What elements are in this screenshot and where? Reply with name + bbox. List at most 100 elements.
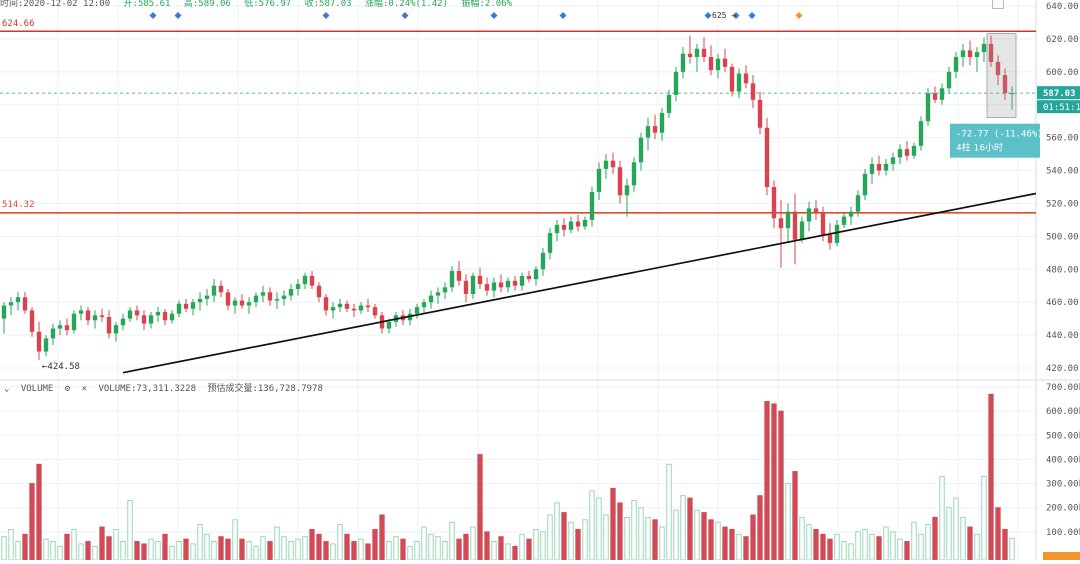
volume-bar (736, 533, 742, 561)
candle-body (694, 48, 700, 58)
volume-bar (267, 541, 273, 561)
candle-body (596, 168, 602, 192)
volume-bar (568, 521, 574, 561)
candle-body (1009, 93, 1015, 95)
volume-bar (666, 463, 672, 561)
volume-bar (533, 528, 539, 561)
chart-menu-button[interactable] (992, 0, 1004, 9)
volume-bar (659, 526, 665, 561)
volume-bar (673, 509, 679, 561)
candle-body (365, 305, 371, 308)
event-marker-icon (732, 12, 740, 19)
volume-bar (911, 521, 917, 561)
candle-body (939, 88, 945, 100)
candle-body (99, 315, 105, 317)
candle-body (288, 289, 294, 296)
volume-bar (904, 541, 910, 561)
volume-bar (190, 543, 196, 561)
candle-body (610, 160, 616, 168)
volume-bar (57, 545, 63, 561)
candle-body (757, 99, 763, 128)
volume-bar (407, 545, 413, 561)
volume-bar (232, 519, 238, 561)
current-price-text: 587.03 (1043, 89, 1076, 99)
candle-body (386, 321, 392, 329)
price-tick-label: 520.00 (1046, 199, 1079, 209)
volume-bar (477, 454, 483, 561)
price-tick-label: 480.00 (1046, 265, 1079, 275)
price-tick-label: 540.00 (1046, 167, 1079, 177)
volume-bar (330, 543, 336, 561)
volume-bar (204, 533, 210, 561)
countdown-tag (1037, 100, 1080, 114)
candle-body (547, 233, 553, 253)
volume-bar (715, 521, 721, 561)
candle-body (421, 302, 427, 308)
horizontal-lines[interactable]: 624.66 514.32 (0, 19, 1036, 214)
volume-bar (337, 524, 343, 561)
volume-bars (1, 393, 1015, 561)
candle-body (750, 83, 756, 100)
volume-tick-label: 600.00k (1046, 407, 1080, 417)
volume-bar (386, 541, 392, 561)
volume-bar (246, 541, 252, 561)
candle-body (50, 328, 56, 339)
candle-body (239, 300, 245, 306)
price-tick-label: 620.00 (1046, 35, 1079, 45)
candle-body (498, 282, 504, 288)
candle-body (995, 61, 1001, 76)
volume-bar (729, 528, 735, 561)
settings-icon[interactable]: ⚙ (64, 384, 71, 394)
price-tick-label: 440.00 (1046, 331, 1079, 341)
measure-range-box (986, 33, 1017, 119)
volume-bar (988, 393, 994, 561)
measure-duration: 4柱 16小时 (956, 142, 1003, 154)
candle-body (981, 43, 987, 53)
candle-body (799, 221, 805, 240)
volume-bar (680, 495, 686, 561)
volume-bar (183, 538, 189, 561)
overlays[interactable]: ←424.58 -72.77 (-11.46%) 4柱 16小时 625 → (42, 11, 1043, 374)
volume-bar (925, 524, 931, 561)
candle-body (64, 325, 70, 331)
volume-bar (610, 487, 616, 561)
volume-bar (22, 533, 28, 561)
volume-bar (806, 524, 812, 561)
candle-body (204, 295, 210, 299)
volume-bar (883, 526, 889, 561)
price-tick-label: 460.00 (1046, 298, 1079, 308)
candle-body (491, 282, 497, 291)
candle-body (512, 280, 518, 286)
volume-bar (841, 541, 847, 561)
volume-bar (288, 541, 294, 561)
volume-bar (512, 545, 518, 561)
volume-bar (771, 403, 777, 561)
candle-body (645, 126, 651, 138)
volume-tick-label: 300.00k (1046, 480, 1080, 490)
volume-bar (155, 541, 161, 561)
candle-body (764, 127, 770, 187)
candle-body (218, 285, 224, 293)
candle-body (8, 302, 14, 306)
volume-bar (295, 538, 301, 561)
candle-body (813, 208, 819, 214)
event-marker-icon (748, 12, 756, 19)
volume-bar (694, 509, 700, 561)
volume-bar (470, 526, 476, 561)
volume-bar (8, 528, 14, 561)
volume-bar (239, 538, 245, 561)
candle-body (372, 307, 378, 316)
volume-bar (743, 536, 749, 561)
volume-bar (519, 533, 525, 561)
close-icon[interactable]: ✕ (81, 384, 88, 394)
candle-body (442, 287, 448, 293)
volume-bar (92, 545, 98, 561)
candle-body (589, 191, 595, 220)
volume-bar (456, 538, 462, 561)
collapse-chevron-icon[interactable]: ⌄ (4, 384, 10, 394)
candle-body (540, 252, 546, 270)
volume-bar (764, 401, 770, 561)
